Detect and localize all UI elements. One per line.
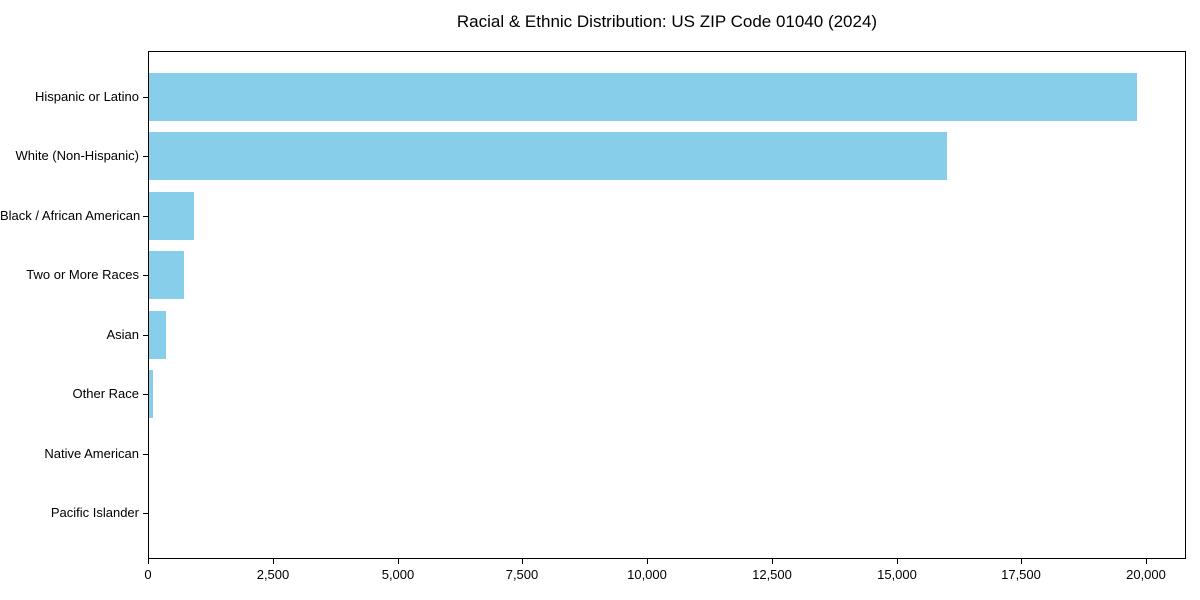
x-tick-mark	[1146, 559, 1147, 564]
x-tick-label-12-500: 12,500	[752, 567, 792, 582]
plot-area	[148, 51, 1186, 559]
x-tick-label-17-500: 17,500	[1001, 567, 1041, 582]
bar-hispanic-or-latino	[149, 73, 1137, 121]
y-tick-mark	[143, 215, 148, 217]
x-tick-label-0: 0	[144, 567, 152, 582]
x-tick-label-5-000: 5,000	[381, 567, 415, 582]
bar-white-non-hispanic	[149, 132, 947, 181]
y-tick-mark	[143, 156, 148, 158]
x-tick-label-10-000: 10,000	[627, 567, 667, 582]
y-tick-label-hispanic-or-latino: Hispanic or Latino	[34, 89, 139, 104]
y-tick-mark	[143, 334, 148, 336]
y-tick-mark	[143, 453, 148, 455]
y-tick-label-white-non-hispanic: White (Non-Hispanic)	[15, 148, 139, 164]
x-tick-label-20-000: 20,000	[1126, 567, 1166, 582]
bar-black-african-american	[149, 191, 194, 240]
y-tick-label-two-or-more-races: Two or More Races	[26, 267, 139, 283]
y-tick-label-asian: Asian	[106, 326, 139, 342]
x-tick-label-15-000: 15,000	[877, 567, 917, 582]
y-tick-label-native-american: Native American	[44, 445, 139, 461]
chart-title: Racial & Ethnic Distribution: US ZIP Cod…	[456, 12, 878, 31]
y-tick-mark	[143, 513, 148, 514]
x-tick-mark	[897, 559, 898, 564]
y-tick-mark	[143, 394, 148, 396]
x-tick-mark	[522, 559, 523, 564]
x-tick-mark	[398, 559, 399, 564]
y-tick-label-pacific-islander: Pacific Islander	[50, 505, 139, 520]
y-tick-label-other-race: Other Race	[72, 386, 139, 402]
y-tick-mark	[143, 275, 148, 277]
y-tick-label-black-african-american: Black / African American	[0, 207, 141, 223]
bar-two-or-more-races	[149, 251, 184, 300]
x-tick-mark	[148, 559, 149, 564]
bar-asian	[149, 310, 166, 359]
bar-other-race	[149, 370, 153, 419]
x-tick-label-2-500: 2,500	[256, 567, 290, 582]
x-tick-mark	[647, 559, 648, 564]
x-tick-mark	[772, 559, 773, 564]
x-tick-label-7-500: 7,500	[505, 567, 539, 582]
x-tick-mark	[1021, 559, 1022, 564]
y-tick-mark	[143, 97, 148, 98]
x-tick-mark	[273, 559, 274, 564]
